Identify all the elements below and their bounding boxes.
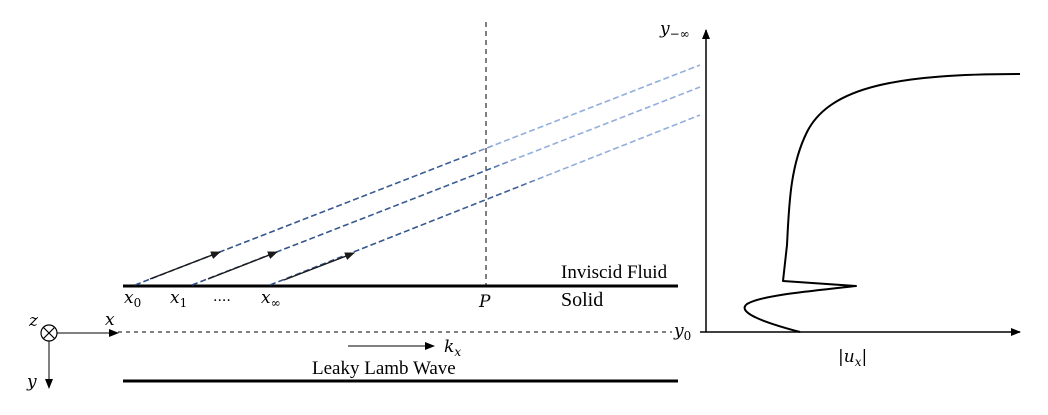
point-p-label: P (478, 292, 491, 312)
wave-label: Leaky Lamb Wave (312, 358, 456, 379)
coord-x-label: x (105, 310, 115, 330)
ray-arrow-3 (283, 252, 355, 281)
z-axis-cross-b (43, 327, 55, 339)
leaky-ray-1 (134, 64, 701, 286)
ray-arrow-1 (149, 251, 221, 280)
y-minus-infinity-label: y−∞ (659, 19, 690, 41)
displacement-magnitude-label: |ux| (838, 347, 867, 369)
solid-label: Solid (561, 289, 603, 311)
source-dots-label: .... (213, 289, 231, 305)
wavenumber-label: kx (444, 337, 461, 359)
coord-y-label: y (26, 372, 37, 392)
displacement-profile-curve (743, 73, 1021, 333)
source-x0-label: x0 (124, 288, 141, 310)
source-xinf-label: x∞ (261, 288, 281, 310)
source-x1-label: x1 (170, 288, 187, 310)
coord-z-label: z (28, 311, 39, 331)
leaky-ray-3 (269, 114, 701, 286)
fluid-label: Inviscid Fluid (561, 262, 668, 283)
y0-label: y0 (673, 321, 691, 343)
ray-arrow-2 (207, 251, 278, 280)
